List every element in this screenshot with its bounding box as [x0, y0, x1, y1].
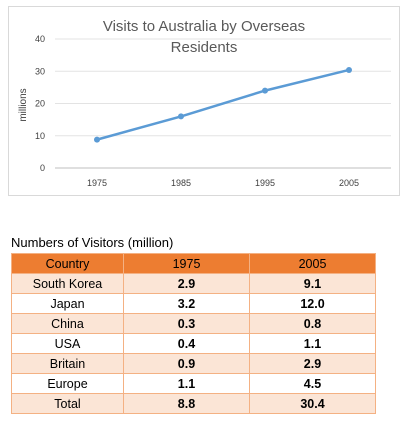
row-value-2005: 2.9 — [249, 353, 376, 374]
line-chart: Visits to Australia by Overseas Resident… — [18, 18, 391, 188]
chart-title-line-1: Visits to Australia by Overseas — [103, 18, 305, 35]
table-row: Britain 0.9 2.9 — [11, 353, 376, 374]
header-1975: 1975 — [123, 253, 250, 274]
data-point — [262, 87, 268, 94]
row-value-2005: 4.5 — [249, 373, 376, 394]
y-tick-label: 20 — [35, 99, 45, 109]
row-value-2005: 12.0 — [249, 293, 376, 314]
header-2005: 2005 — [249, 253, 376, 274]
row-country: Britain — [11, 353, 124, 374]
series-line — [96, 68, 350, 141]
row-country: Total — [11, 393, 124, 414]
row-value-2005: 30.4 — [249, 393, 376, 414]
data-point — [94, 136, 100, 143]
row-value-1975: 3.2 — [123, 293, 250, 314]
table-row-total: Total 8.8 30.4 — [11, 393, 376, 414]
data-point — [346, 66, 352, 73]
row-value-1975: 0.3 — [123, 313, 250, 334]
y-tick-label: 10 — [35, 131, 45, 141]
row-country: South Korea — [11, 273, 124, 294]
row-value-1975: 8.8 — [123, 393, 250, 414]
table-row: South Korea 2.9 9.1 — [11, 273, 376, 294]
y-tick-label: 30 — [35, 66, 45, 76]
line-chart-panel: Visits to Australia by Overseas Resident… — [8, 6, 400, 196]
table-row: Europe 1.1 4.5 — [11, 373, 376, 394]
row-country: China — [11, 313, 124, 334]
visitors-table: Country 1975 2005 South Korea 2.9 9.1 Ja… — [11, 253, 376, 414]
x-tick-label: 2005 — [339, 178, 359, 188]
row-value-2005: 0.8 — [249, 313, 376, 334]
x-tick-label: 1995 — [255, 178, 275, 188]
table-header-row: Country 1975 2005 — [11, 253, 376, 274]
table-title: Numbers of Visitors (million) — [11, 235, 174, 250]
y-axis-title: millions — [18, 88, 29, 121]
chart-title-line-2: Residents — [171, 39, 238, 56]
x-tick-label: 1975 — [87, 178, 107, 188]
row-country: Japan — [11, 293, 124, 314]
row-value-1975: 0.9 — [123, 353, 250, 374]
y-tick-label: 40 — [35, 34, 45, 44]
row-value-1975: 2.9 — [123, 273, 250, 294]
header-country: Country — [11, 253, 124, 274]
row-value-1975: 1.1 — [123, 373, 250, 394]
row-value-2005: 1.1 — [249, 333, 376, 354]
data-point — [178, 113, 184, 120]
x-tick-label: 1985 — [171, 178, 191, 188]
table-row: China 0.3 0.8 — [11, 313, 376, 334]
table-row: Japan 3.2 12.0 — [11, 293, 376, 314]
table-row: USA 0.4 1.1 — [11, 333, 376, 354]
row-country: USA — [11, 333, 124, 354]
row-value-1975: 0.4 — [123, 333, 250, 354]
row-country: Europe — [11, 373, 124, 394]
row-value-2005: 9.1 — [249, 273, 376, 294]
y-tick-label: 0 — [40, 163, 45, 173]
